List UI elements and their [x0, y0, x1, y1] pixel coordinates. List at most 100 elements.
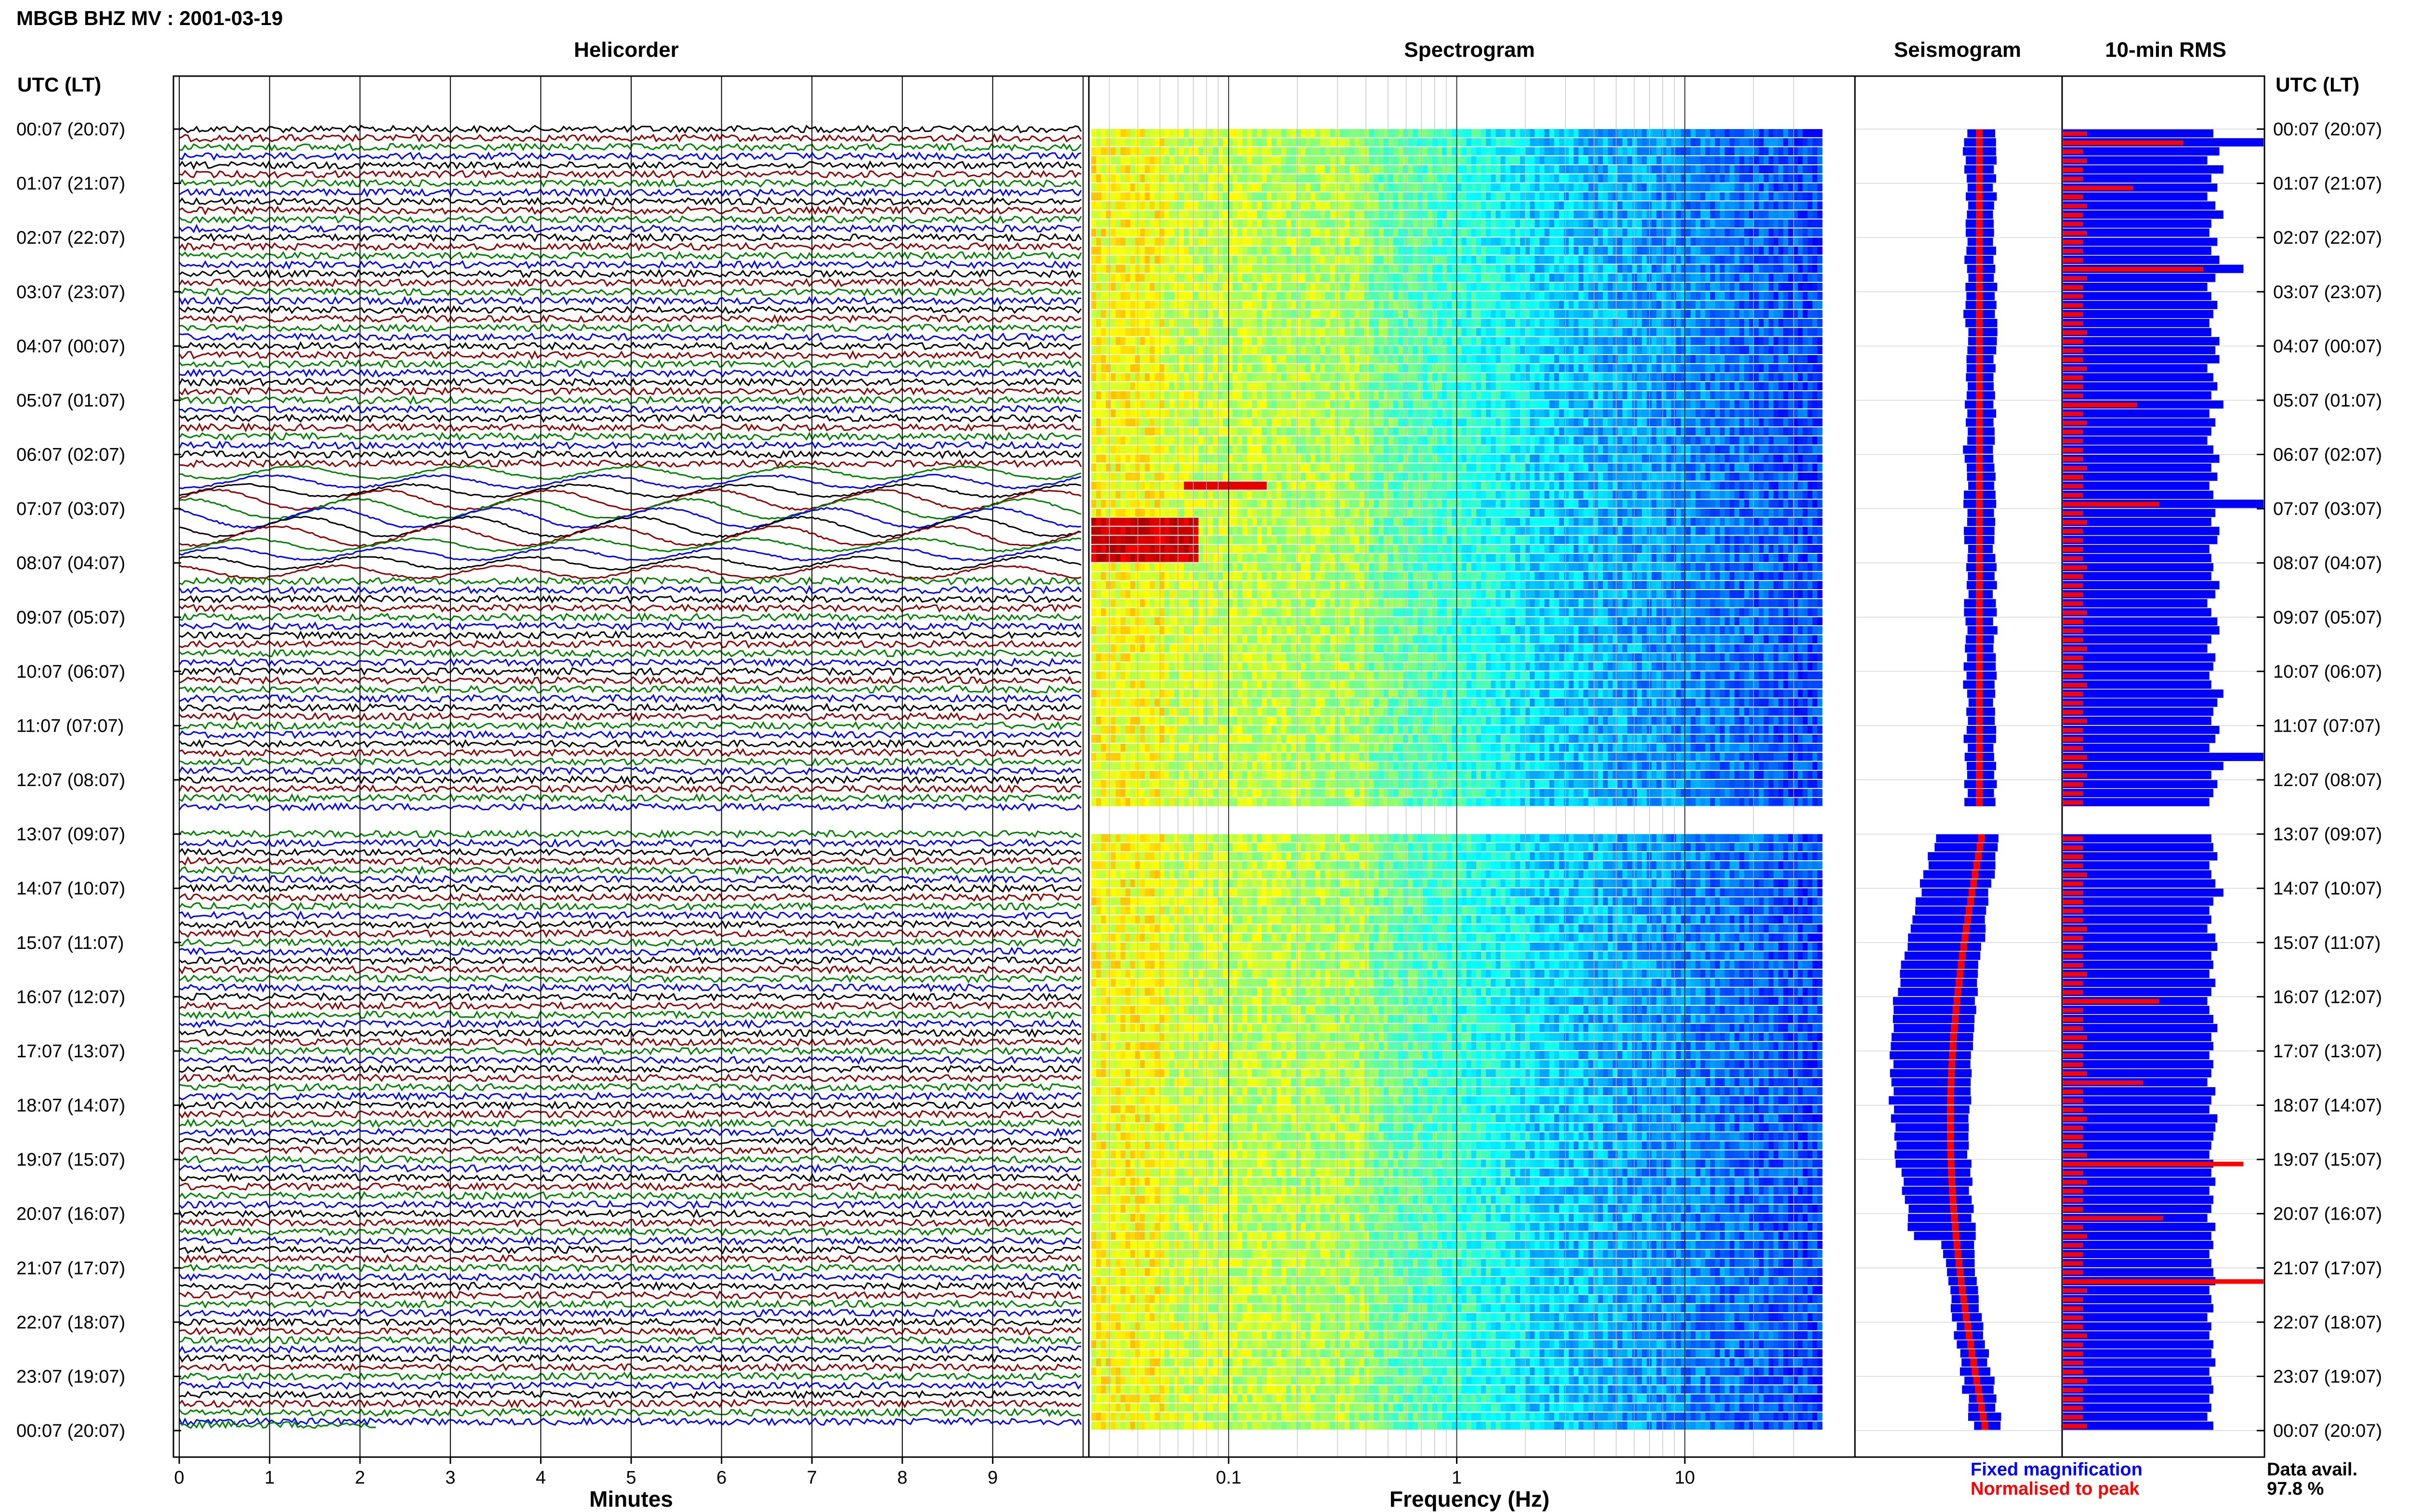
spectrogram-cell [1413, 201, 1418, 210]
spectrogram-cell [1389, 138, 1394, 146]
spectrogram-cell [1691, 337, 1696, 345]
spectrogram-cell [1447, 382, 1452, 390]
spectrogram-cell [1549, 247, 1555, 255]
spectrogram-cell [1096, 247, 1101, 255]
spectrogram-cell [1096, 373, 1101, 381]
spectrogram-cell [1101, 373, 1106, 381]
spectrogram-cell [1125, 382, 1131, 390]
spectrogram-cell [1462, 147, 1467, 156]
spectrogram-cell [1340, 192, 1345, 200]
spectrogram-cell [1817, 373, 1823, 381]
spectrogram-cell [1520, 165, 1525, 173]
spectrogram-cell [1539, 174, 1545, 183]
spectrogram-cell [1759, 210, 1764, 219]
spectrogram-cell [1695, 346, 1701, 354]
spectrogram-cell [1379, 220, 1384, 228]
spectrogram-cell [1578, 391, 1584, 399]
spectrogram-cell [1091, 228, 1097, 237]
spectrogram-cell [1447, 192, 1452, 200]
spectrogram-cell [1232, 274, 1238, 282]
spectrogram-cell [1686, 192, 1691, 200]
spectrogram-cell [1096, 301, 1101, 309]
spectrogram-cell [1725, 328, 1730, 336]
spectrogram-cell [1744, 237, 1749, 246]
spectrogram-cell [1486, 274, 1491, 282]
spectrogram-cell [1617, 391, 1623, 399]
spectrogram-cell [1535, 156, 1540, 164]
spectrogram-cell [1447, 409, 1452, 418]
spectrogram-cell [1574, 355, 1579, 363]
spectrogram-cell [1549, 319, 1555, 327]
spectrogram-cell [1091, 373, 1097, 381]
spectrogram-cell [1574, 346, 1579, 354]
spectrogram-cell [1583, 201, 1588, 210]
spectrogram-cell [1778, 310, 1784, 318]
spectrogram-cell [1364, 400, 1369, 408]
spectrogram-cell [1778, 192, 1784, 200]
spectrogram-cell [1491, 283, 1496, 291]
spectrogram-cell [1111, 391, 1116, 399]
spectrogram-cell [1739, 364, 1745, 372]
spectrogram-cell [1257, 220, 1262, 228]
spectrogram-cell [1169, 138, 1175, 146]
spectrogram-cell [1671, 201, 1677, 210]
spectrogram-cell [1223, 292, 1228, 300]
spectrogram-cell [1637, 138, 1642, 146]
spectrogram-cell [1476, 292, 1482, 300]
spectrogram-cell [1583, 174, 1588, 183]
spectrogram-cell [1691, 310, 1696, 318]
spectrogram-cell [1345, 274, 1350, 282]
spectrogram-cell [1423, 201, 1428, 210]
spectrogram-cell [1418, 337, 1423, 345]
spectrogram-cell [1661, 409, 1667, 418]
spectrogram-cell [1510, 165, 1516, 173]
spectrogram-cell [1467, 192, 1472, 200]
helicorder-trace [179, 957, 1081, 964]
spectrogram-cell [1359, 165, 1364, 173]
spectrogram-cell [1223, 220, 1228, 228]
spectrogram-cell [1695, 409, 1701, 418]
spectrogram-cell [1315, 210, 1321, 219]
spectrogram-cell [1603, 400, 1608, 408]
spectrogram-cell [1656, 156, 1662, 164]
spectrogram-cell [1774, 328, 1779, 336]
helicorder-trace [179, 252, 1081, 259]
spectrogram-cell [1364, 346, 1369, 354]
helicorder-trace [179, 759, 1081, 765]
spectrogram-cell [1271, 355, 1277, 363]
spectrogram-cell [1330, 210, 1336, 219]
spectrogram-cell [1510, 373, 1516, 381]
spectrogram-cell [1369, 247, 1375, 255]
spectrogram-cell [1232, 373, 1238, 381]
spectrogram-cell [1257, 237, 1262, 246]
spectrogram-cell [1291, 373, 1297, 381]
spectrogram-cell [1428, 228, 1433, 237]
spectrogram-cell [1588, 220, 1594, 228]
spectrogram-cell [1798, 192, 1803, 200]
spectrogram-cell [1710, 247, 1715, 255]
spectrogram-cell [1637, 174, 1642, 183]
spectrogram-cell [1520, 174, 1525, 183]
spectrogram-cell [1116, 265, 1121, 273]
spectrogram-cell [1535, 301, 1540, 309]
spectrogram-cell [1671, 256, 1677, 264]
spectrogram-cell [1501, 391, 1506, 399]
spectrogram-cell [1150, 192, 1155, 200]
spectrogram-cell [1403, 210, 1408, 219]
spectrogram-cell [1106, 237, 1111, 246]
spectrogram-cell [1432, 210, 1438, 219]
spectrogram-cell [1613, 382, 1618, 390]
helicorder-trace [179, 885, 1081, 892]
spectrogram-cell [1330, 319, 1336, 327]
spectrogram-cell [1310, 319, 1316, 327]
helicorder-trace [179, 126, 1081, 132]
spectrogram-cell [1267, 192, 1272, 200]
spectrogram-cell [1705, 228, 1710, 237]
spectrogram-cell [1559, 184, 1564, 192]
spectrogram-cell [1160, 319, 1165, 327]
spectrogram-cell [1340, 256, 1345, 264]
spectrogram-cell [1764, 319, 1769, 327]
spectrogram-cell [1325, 364, 1330, 372]
time-label-right: 22:07 (18:07) [2273, 1313, 2382, 1333]
spectrogram-cell [1545, 210, 1550, 219]
